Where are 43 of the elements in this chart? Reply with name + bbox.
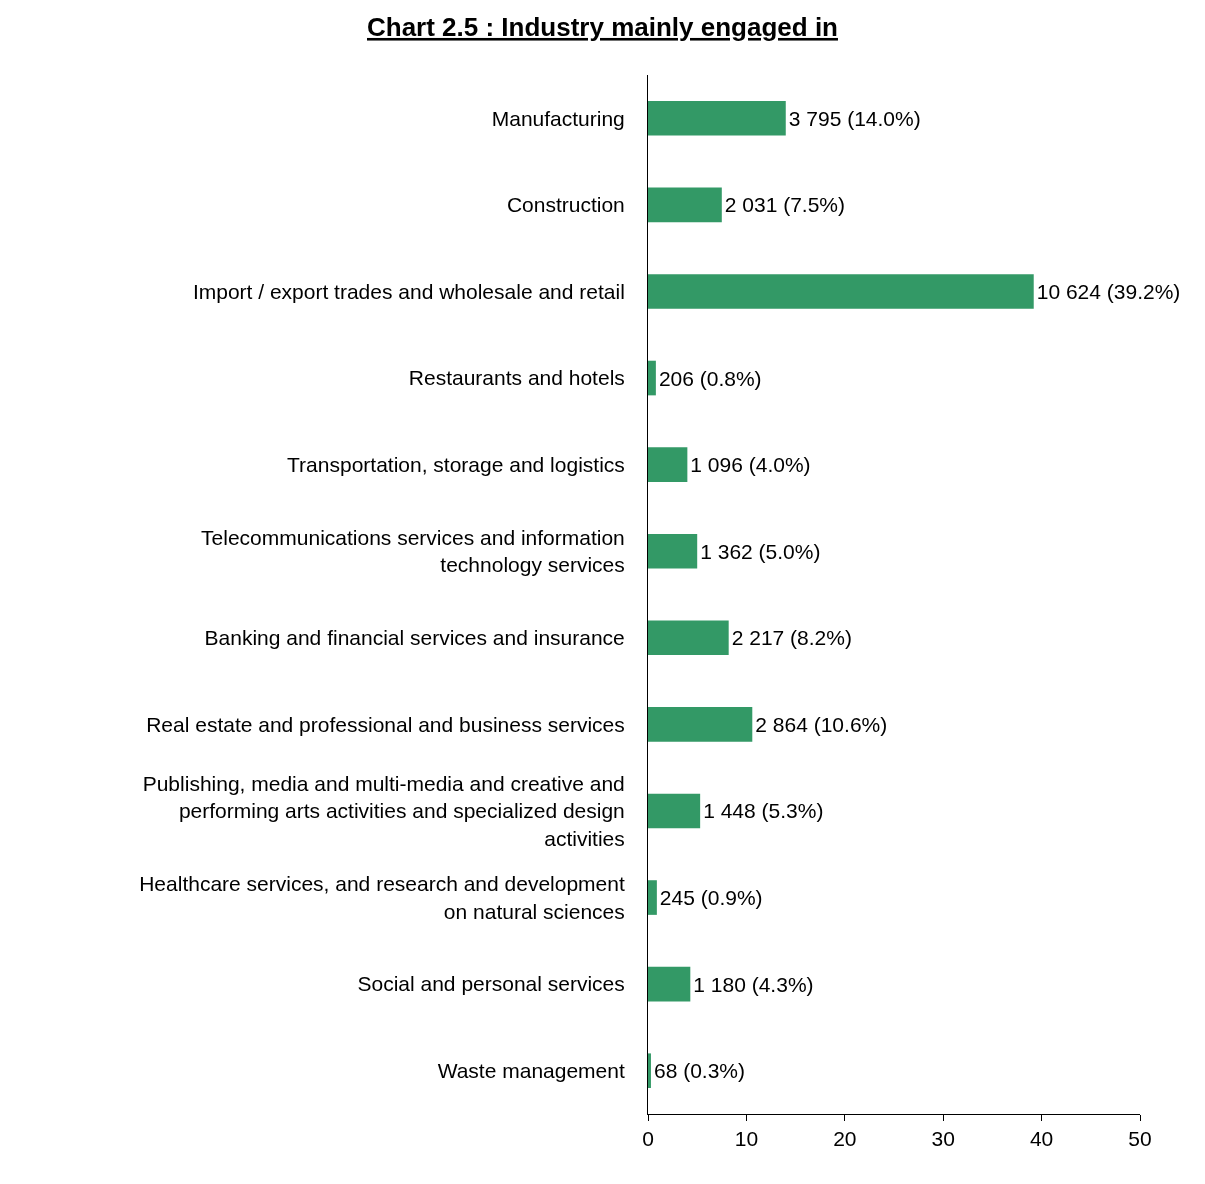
y-tick-label: Telecommunications services and information technology services: [201, 525, 625, 577]
bar: [648, 274, 1034, 309]
bar: [648, 447, 688, 482]
data-label: 2 217 (8.2%): [731, 626, 852, 650]
data-label: 206 (0.8%): [658, 366, 762, 390]
bar: [648, 793, 701, 829]
bar: [648, 100, 786, 136]
bar: [648, 360, 656, 396]
data-label: 245 (0.9%): [659, 886, 763, 910]
bar: [648, 1053, 651, 1089]
chart-title: Chart 2.5 : Industry mainly engaged in: [367, 11, 838, 42]
y-tick-label: Publishing, media and multi-media and creative and performing arts activities and specialized design activities: [142, 772, 625, 850]
y-tick-label: Import / export trades and wholesale and retail: [192, 279, 625, 303]
y-tick-label: Waste management: [437, 1059, 625, 1083]
y-tick-label: Healthcare services, and research and development on natural sciences: [139, 872, 625, 923]
y-tick-label: Restaurants and hotels: [408, 366, 625, 390]
data-label: 2 031 (7.5%): [724, 193, 846, 217]
bar: [648, 187, 722, 223]
y-tick-label: Social and personal services: [357, 972, 625, 996]
data-label: 10 624 (39.2%): [1036, 279, 1181, 303]
y-tick-label: Real estate and professional and business services: [146, 712, 625, 736]
data-label: 1 180 (4.3%): [693, 972, 814, 996]
x-tick-label: 40: [1029, 1127, 1054, 1151]
x-tick-label: 0: [642, 1127, 654, 1151]
bar: [648, 707, 753, 742]
data-label: 1 096 (4.0%): [690, 453, 811, 477]
x-tick-label: 30: [931, 1127, 955, 1151]
x-tick-label: 20: [833, 1127, 857, 1151]
bar: [648, 966, 691, 1002]
bar: [648, 880, 657, 915]
y-tick-label: Banking and financial services and insurance: [204, 626, 625, 650]
bar: [648, 620, 729, 656]
data-label: 1 448 (5.3%): [703, 799, 824, 823]
y-tick-label: Construction: [506, 193, 625, 217]
data-label: 68 (0.3%): [653, 1059, 745, 1083]
x-tick-label: 50: [1128, 1127, 1152, 1151]
data-label: 1 362 (5.0%): [700, 539, 821, 563]
y-tick-label: Manufacturing: [491, 106, 625, 130]
data-label: 3 795 (14.0%): [788, 106, 921, 130]
y-tick-label: Transportation, storage and logistics: [287, 452, 625, 476]
bar: [648, 533, 698, 569]
data-label: 2 864 (10.6%): [755, 712, 888, 736]
x-tick-label: 10: [734, 1127, 759, 1151]
